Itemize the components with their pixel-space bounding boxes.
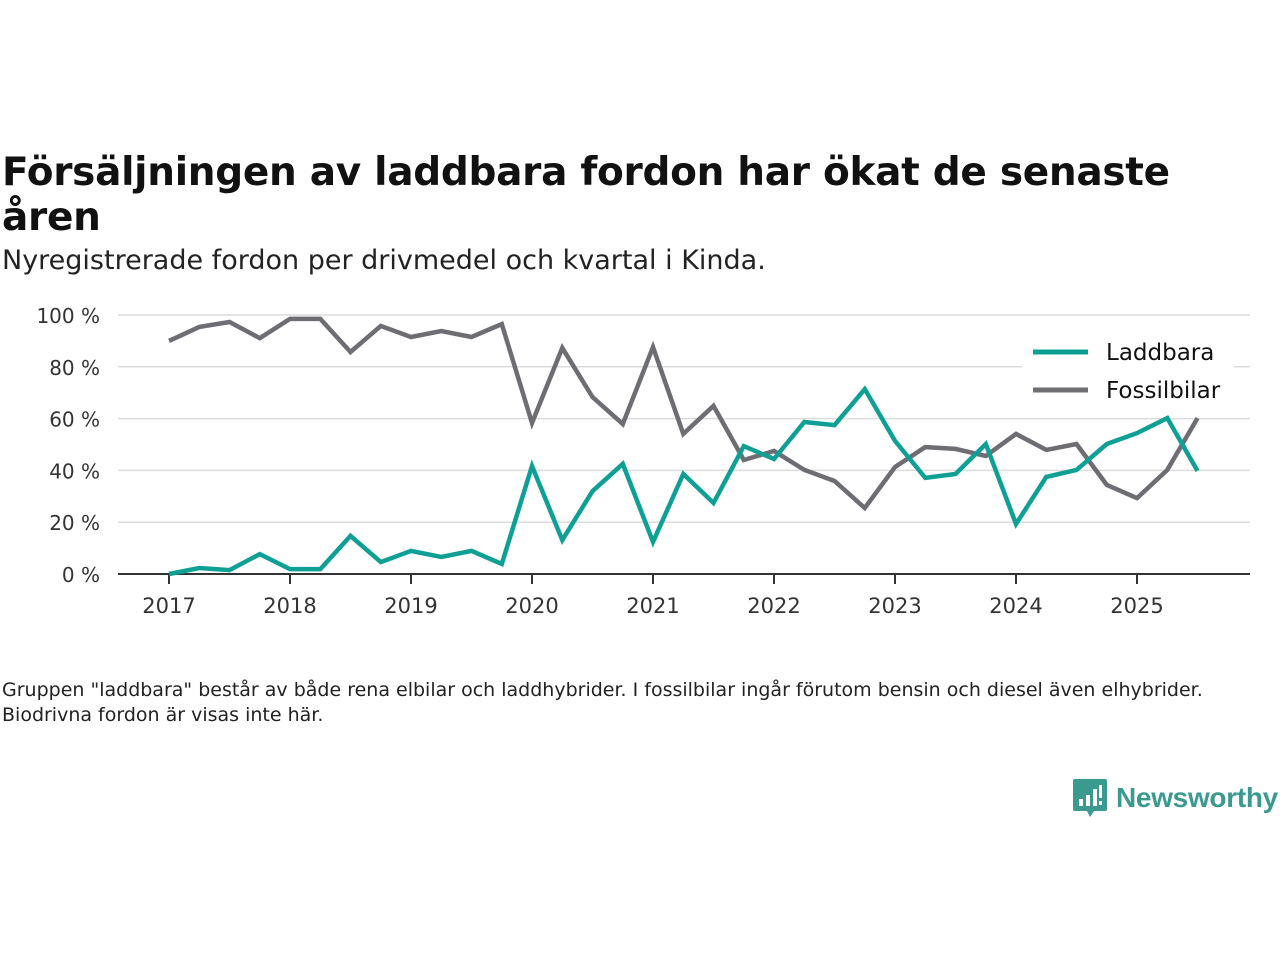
series-line-fossilbilar	[168, 316, 1200, 512]
x-tick-label: 2023	[868, 594, 921, 618]
series-line-laddbara	[168, 385, 1200, 577]
x-tick-label: 2025	[1110, 594, 1163, 618]
y-tick-label: 60 %	[49, 408, 100, 432]
y-tick-label: 0 %	[62, 563, 100, 587]
legend-background	[1022, 336, 1234, 412]
x-tick-label: 2017	[142, 594, 195, 618]
chart-title: Försäljningen av laddbara fordon har öka…	[2, 150, 1170, 240]
newsworthy-logo[interactable]: Newsworthy	[1072, 777, 1278, 819]
chart-subtitle: Nyregistrerade fordon per drivmedel och …	[2, 245, 766, 276]
y-tick-label: 20 %	[49, 511, 100, 535]
bar-chart-speech-bubble-icon	[1073, 779, 1107, 817]
x-tick-label: 2020	[505, 594, 558, 618]
x-tick-label: 2019	[384, 594, 437, 618]
legend-label-fossilbilar: Fossilbilar	[1106, 378, 1221, 404]
y-tick-label: 40 %	[49, 459, 100, 483]
line-chart: 0 % 20 % 40 % 60 % 80 % 100 % 2017 2018 2019 202…	[36, 304, 1250, 618]
logo-text: Newsworthy	[1116, 782, 1278, 813]
footnote: Gruppen "laddbara" består av både rena e…	[2, 679, 1203, 726]
y-tick-label: 80 %	[49, 356, 100, 380]
x-axis: 2017 2018 2019 2020 2021 2022 2023 2024 2025	[118, 573, 1250, 618]
y-tick-label: 100 %	[36, 304, 100, 328]
x-tick-label: 2018	[263, 594, 316, 618]
y-axis-ticks: 0 % 20 % 40 % 60 % 80 % 100 %	[36, 304, 100, 587]
x-tick-label: 2024	[989, 594, 1042, 618]
series-lines	[168, 316, 1200, 577]
x-tick-label: 2021	[626, 594, 679, 618]
legend: Laddbara Fossilbilar	[1022, 336, 1234, 412]
legend-label-laddbara: Laddbara	[1106, 340, 1214, 366]
x-tick-label: 2022	[747, 594, 800, 618]
